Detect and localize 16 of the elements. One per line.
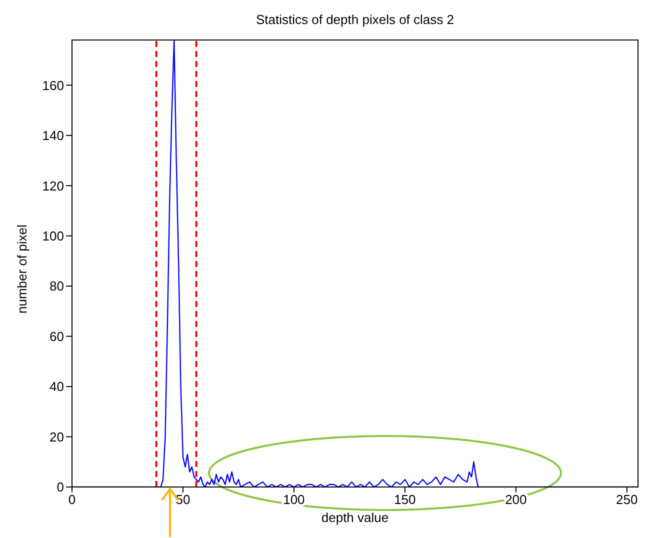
y-tick-label: 140 <box>42 128 64 144</box>
y-tick-label: 120 <box>42 178 64 194</box>
x-tick-label: 100 <box>283 492 305 508</box>
x-tick-label: 0 <box>68 492 76 508</box>
y-tick-label: 60 <box>50 328 64 344</box>
x-tick-label: 150 <box>394 492 416 508</box>
y-tick-label: 160 <box>42 78 64 93</box>
y-tick-label: 20 <box>50 429 64 444</box>
y-tick-label: 40 <box>50 379 64 394</box>
x-axis-title: depth value <box>321 510 389 525</box>
y-tick-label: 0 <box>56 480 64 495</box>
y-tick-label: 100 <box>42 228 64 244</box>
y-tick-label: 80 <box>50 278 64 294</box>
y-axis-title: number of pixel <box>14 224 30 314</box>
x-tick-label: 250 <box>616 492 638 508</box>
chart-title: Statistics of depth pixels of class 2 <box>255 12 455 27</box>
